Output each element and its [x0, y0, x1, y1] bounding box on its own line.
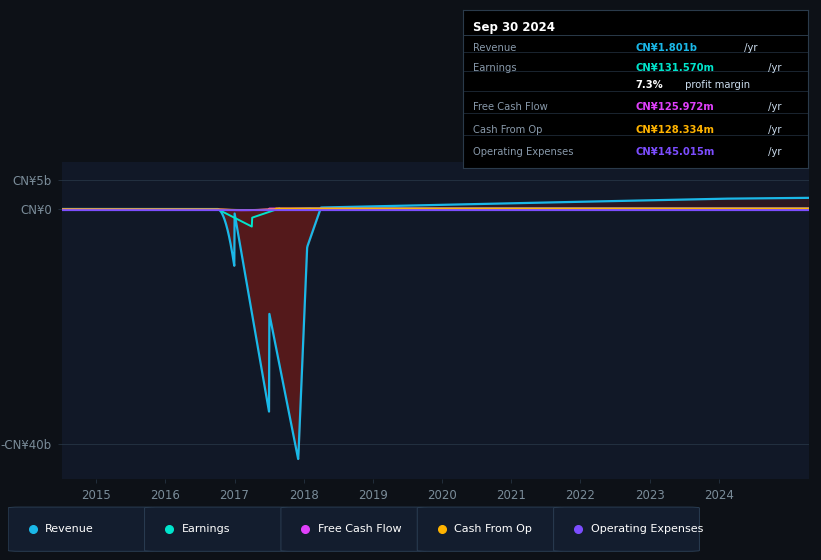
- Text: profit margin: profit margin: [682, 80, 750, 90]
- FancyBboxPatch shape: [417, 507, 563, 551]
- Text: Operating Expenses: Operating Expenses: [590, 524, 703, 534]
- Text: CN¥145.015m: CN¥145.015m: [635, 147, 715, 157]
- FancyBboxPatch shape: [281, 507, 427, 551]
- Text: CN¥125.972m: CN¥125.972m: [635, 102, 714, 113]
- FancyBboxPatch shape: [553, 507, 699, 551]
- Text: Revenue: Revenue: [45, 524, 94, 534]
- Text: CN¥1.801b: CN¥1.801b: [635, 43, 698, 53]
- FancyBboxPatch shape: [144, 507, 291, 551]
- Text: CN¥131.570m: CN¥131.570m: [635, 63, 714, 73]
- Text: Earnings: Earnings: [474, 63, 517, 73]
- Text: 7.3%: 7.3%: [635, 80, 663, 90]
- Text: Earnings: Earnings: [181, 524, 230, 534]
- Text: /yr: /yr: [741, 43, 758, 53]
- Text: Cash From Op: Cash From Op: [474, 124, 543, 134]
- Text: /yr: /yr: [764, 102, 781, 113]
- Text: Revenue: Revenue: [474, 43, 516, 53]
- Text: Free Cash Flow: Free Cash Flow: [318, 524, 401, 534]
- Text: /yr: /yr: [764, 147, 781, 157]
- Text: CN¥128.334m: CN¥128.334m: [635, 124, 714, 134]
- FancyBboxPatch shape: [8, 507, 154, 551]
- Text: Sep 30 2024: Sep 30 2024: [474, 21, 555, 34]
- Text: Cash From Op: Cash From Op: [454, 524, 532, 534]
- Text: /yr: /yr: [764, 63, 781, 73]
- Text: Free Cash Flow: Free Cash Flow: [474, 102, 548, 113]
- Text: Operating Expenses: Operating Expenses: [474, 147, 574, 157]
- Text: /yr: /yr: [764, 124, 781, 134]
